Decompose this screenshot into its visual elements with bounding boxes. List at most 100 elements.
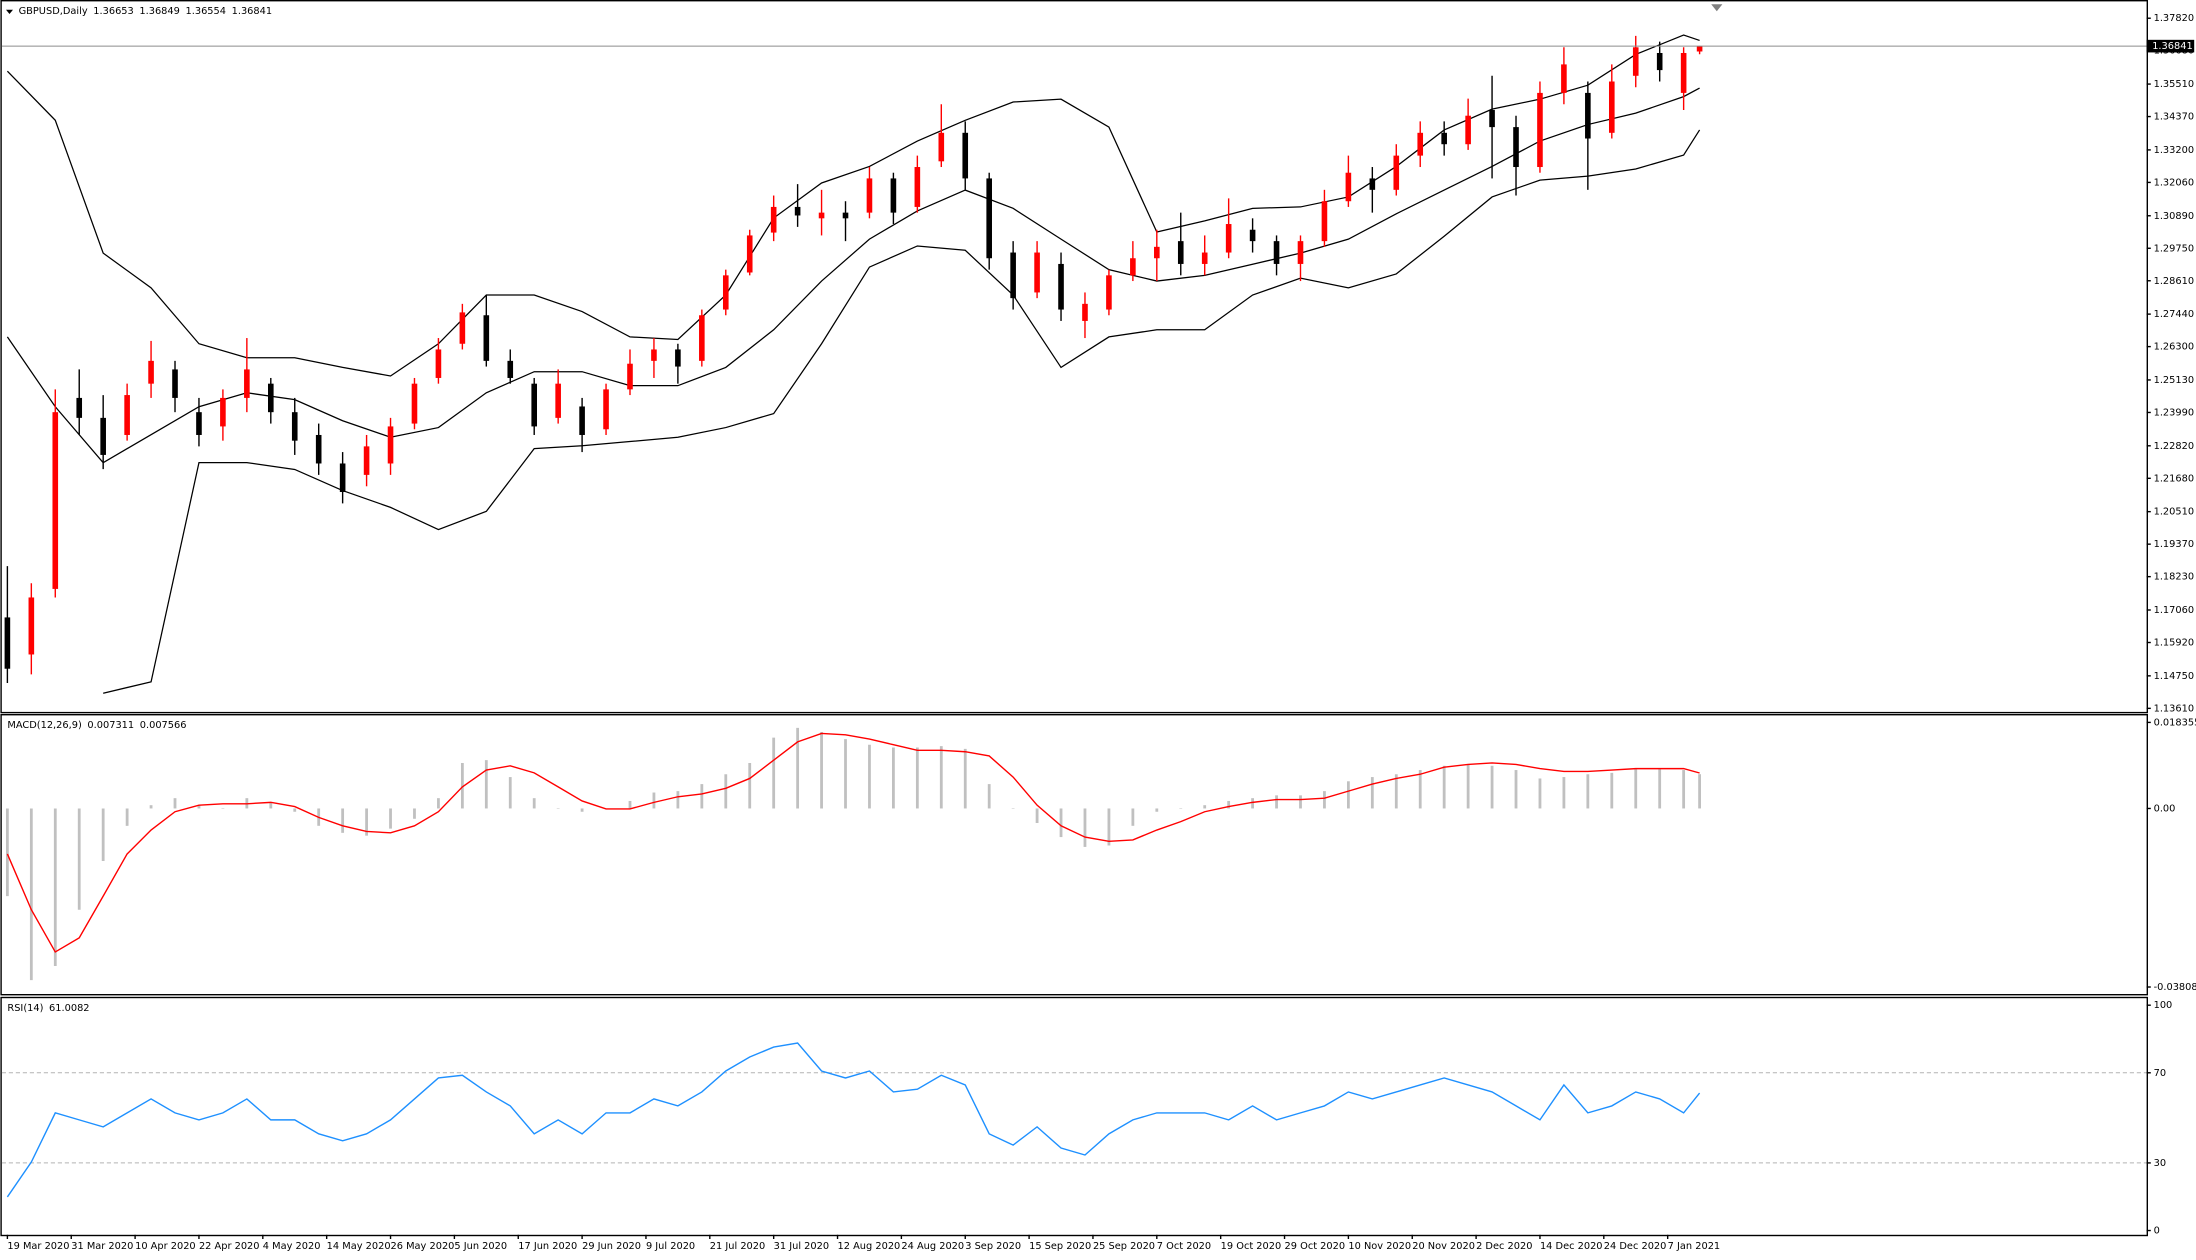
candle-body: [938, 132, 945, 162]
header-title: MACD(12,26,9): [7, 720, 81, 731]
header-value: 1.36554: [185, 6, 226, 17]
candle-body: [1680, 52, 1687, 93]
price-plot: [4, 34, 1703, 694]
candle-body: [1585, 92, 1591, 139]
candle-body: [651, 349, 657, 361]
candle-body: [339, 463, 346, 492]
candle-body: [1489, 110, 1495, 128]
y-tick-label: 1.25130: [2154, 375, 2195, 386]
x-tick-label: 26 May 2020: [391, 1241, 455, 1252]
x-tick-label: 29 Jun 2020: [582, 1241, 641, 1252]
y-tick-label: 0: [2154, 1226, 2160, 1237]
candle-body: [172, 369, 178, 398]
candle-body: [483, 315, 490, 361]
candle-body: [1632, 47, 1639, 76]
candle-body: [890, 178, 897, 213]
x-tick-label: 21 Jul 2020: [710, 1241, 765, 1252]
indicator-header: GBPUSD,Daily 1.36653 1.36849 1.36554 1.36841: [19, 6, 273, 17]
x-tick-label: 15 Sep 2020: [1029, 1241, 1091, 1252]
candle-body: [1273, 241, 1280, 264]
y-tick-label: 1.17060: [2154, 605, 2195, 616]
rsi-panel-frame: [0, 996, 2148, 1237]
indicator-header: MACD(12,26,9) 0.007311 0.007566: [7, 720, 186, 731]
macd-signal-line: [6, 732, 1700, 953]
candle-body: [315, 434, 322, 464]
x-tick-label: 10 Nov 2020: [1348, 1241, 1411, 1252]
candle-body: [1154, 246, 1160, 259]
current-price-label: 1.36841: [2152, 41, 2193, 52]
indicator-header: RSI(14) 61.0082: [7, 1003, 89, 1014]
candle-body: [1465, 115, 1471, 145]
y-tick-label: 1.32060: [2154, 177, 2195, 188]
y-tick-label: -0.03808: [2154, 982, 2196, 993]
y-tick-label: 1.22820: [2154, 441, 2195, 452]
header-value: 1.36841: [232, 6, 273, 17]
header-value: 1.36849: [139, 6, 180, 17]
x-tick-label: 24 Dec 2020: [1604, 1241, 1667, 1252]
candle-body: [411, 383, 418, 424]
candle-body: [531, 383, 538, 427]
candle-body: [579, 406, 585, 435]
bollinger-band: [103, 129, 1701, 694]
candle-body: [244, 369, 250, 398]
candle-body: [818, 212, 825, 219]
candle-body: [1010, 252, 1016, 299]
x-tick-label: 10 Apr 2020: [135, 1241, 196, 1252]
candle-body: [1201, 252, 1208, 264]
header-value: 1.36653: [93, 6, 134, 17]
y-tick-label: 1.20510: [2154, 507, 2195, 518]
candle-body: [555, 383, 561, 418]
y-tick-label: 1.34370: [2154, 112, 2195, 123]
candle-body: [220, 397, 226, 427]
y-tick-label: 1.23990: [2154, 407, 2195, 418]
candle-body: [267, 383, 274, 413]
y-tick-label: 70: [2154, 1068, 2166, 1079]
candle-body: [1130, 258, 1136, 276]
x-tick-label: 12 Aug 2020: [838, 1241, 901, 1252]
candle-body: [4, 617, 11, 669]
current-price-box: [2146, 39, 2195, 53]
header-value: 0.007311: [87, 720, 134, 731]
candle-body: [52, 412, 59, 589]
x-tick-label: 14 May 2020: [327, 1241, 391, 1252]
x-tick-label: 19 Oct 2020: [1221, 1241, 1282, 1252]
y-tick-label: 1.28610: [2154, 276, 2195, 287]
x-tick-label: 14 Dec 2020: [1540, 1241, 1603, 1252]
candle-body: [986, 178, 992, 259]
candle-body: [1297, 241, 1304, 264]
x-tick-label: 31 Mar 2020: [71, 1241, 133, 1252]
x-tick-label: 25 Sep 2020: [1093, 1241, 1155, 1252]
candle-body: [1177, 241, 1184, 264]
header-title: GBPUSD,Daily: [19, 6, 88, 17]
x-tick-label: 2 Dec 2020: [1476, 1241, 1532, 1252]
candle-body: [435, 349, 442, 378]
header-value: 0.007566: [140, 720, 187, 731]
candle-body: [1696, 46, 1703, 52]
candle-body: [148, 360, 154, 384]
candle-body: [291, 412, 298, 441]
y-tick-label: 1.18230: [2154, 572, 2195, 583]
candle-body: [28, 597, 35, 655]
y-tick-label: 30: [2154, 1158, 2166, 1169]
header-arrow: [6, 9, 13, 14]
candle-body: [1345, 172, 1352, 202]
candle-body: [100, 417, 106, 455]
candle-body: [1106, 275, 1112, 310]
y-tick-label: 0.00: [2154, 803, 2176, 814]
x-tick-label: 3 Sep 2020: [965, 1241, 1021, 1252]
y-tick-label: 0.018355: [2154, 717, 2196, 728]
candle-body: [914, 167, 921, 207]
candle-body: [459, 312, 466, 344]
candle-body: [387, 426, 394, 464]
candle-body: [507, 360, 514, 378]
macd-panel-frame: [0, 714, 2148, 996]
x-tick-label: 29 Oct 2020: [1285, 1241, 1346, 1252]
header-value: 61.0082: [49, 1003, 90, 1014]
price-panel-frame: [0, 0, 2148, 714]
candle-body: [722, 275, 729, 310]
candle-body: [1441, 132, 1447, 145]
candle-body: [1417, 132, 1424, 156]
y-tick-label: 1.13610: [2154, 703, 2195, 714]
x-tick-label: 20 Nov 2020: [1412, 1241, 1475, 1252]
candle-body: [1058, 263, 1064, 310]
